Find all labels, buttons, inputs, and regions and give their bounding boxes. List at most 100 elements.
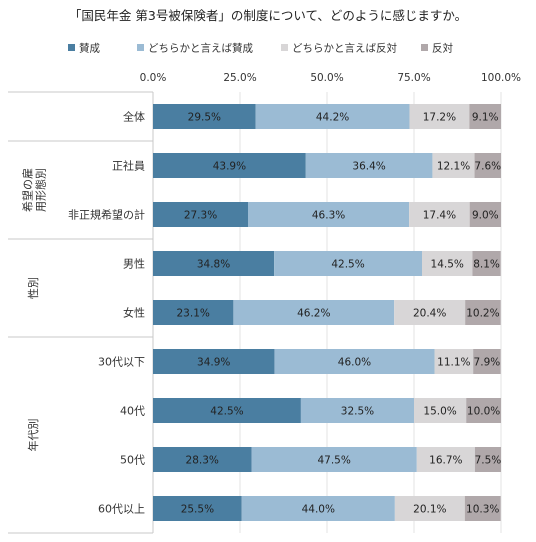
bar [305,153,433,178]
category-label: 50代 [120,454,145,467]
data-label: 15.0% [423,406,456,418]
data-label: 29.5% [188,112,221,124]
data-label: 43.9% [213,161,246,173]
category-label: 60代以上 [98,503,145,516]
group-label: 年代別 [26,419,40,452]
data-label: 46.3% [312,210,345,222]
data-label: 17.4% [423,210,456,222]
bar-segment: 23.1% [153,300,234,325]
x-tick-label: 50.0% [310,72,343,84]
bar-segment: 42.5% [153,398,301,423]
data-label: 20.4% [413,308,446,320]
data-label: 46.2% [297,308,330,320]
bar-segment: 36.4% [305,153,433,178]
bar [464,496,501,521]
bar [434,349,474,374]
bar [153,300,234,325]
x-tick-label: 75.0% [397,72,430,84]
legend-label: どちらかと言えば賛成 [148,42,253,55]
bar [153,202,249,227]
legend-item: 反対 [421,42,453,55]
legend-swatch [281,44,288,51]
bar [472,251,501,276]
bar [251,447,417,472]
legend-item: どちらかと言えば反対 [281,42,397,55]
bar [469,104,501,129]
group-label: 希望の雇用形態別 [21,168,48,212]
category-label: 30代以下 [98,356,145,369]
category-label: 全体 [123,110,145,124]
x-tick-label: 100.0% [481,72,521,84]
data-label: 10.0% [467,406,500,418]
bar-segment: 46.0% [274,349,435,374]
bar-segment: 10.2% [465,300,501,325]
data-label: 7.6% [474,161,501,173]
data-label: 11.1% [437,357,470,369]
data-label: 7.9% [474,357,501,369]
bar [469,202,501,227]
bar [474,447,501,472]
data-label: 23.1% [177,308,210,320]
bar-segment: 43.9% [153,153,306,178]
data-label: 17.2% [423,112,456,124]
data-label: 42.5% [210,406,243,418]
bar [274,349,435,374]
bar-segment: 46.3% [248,202,410,227]
bar-segment: 34.8% [153,251,275,276]
data-label: 10.2% [466,308,499,320]
bar-segment: 28.3% [153,447,252,472]
bar-segment: 10.0% [466,398,501,423]
legend-swatch [68,44,75,51]
bar [394,496,465,521]
bar-segment: 11.1% [434,349,474,374]
bar [153,496,242,521]
legend-swatch [137,44,144,51]
bar-segment: 10.3% [464,496,501,521]
bar-segment: 29.5% [153,104,256,129]
legend-swatch [421,44,428,51]
category-label: 正社員 [112,159,145,173]
bar-segment: 16.7% [416,447,475,472]
bar-segment: 20.4% [394,300,466,325]
data-label: 16.7% [429,455,462,467]
bar [255,104,410,129]
chart-title: 「国民年金 第3号被保険者」の制度について、どのように感じますか。 [69,8,467,23]
bar-segment: 46.2% [233,300,395,325]
legend-label: 賛成 [79,42,100,55]
bar-segment: 15.0% [414,398,467,423]
bar-segment: 42.5% [274,251,423,276]
bar-segment: 7.9% [473,349,501,374]
data-label: 32.5% [341,406,374,418]
bar [474,153,501,178]
category-label: 女性 [123,306,145,320]
bar-segment: 9.1% [469,104,501,129]
data-label: 34.8% [197,259,230,271]
bar [153,153,306,178]
legend-item: どちらかと言えば賛成 [137,42,253,55]
bar [432,153,475,178]
bar [394,300,466,325]
data-label: 10.3% [466,504,499,516]
bar-segment: 8.1% [472,251,501,276]
bar-segment: 7.5% [474,447,502,472]
bar-segment: 17.4% [409,202,470,227]
bar-segment: 14.5% [422,251,473,276]
category-label: 非正規希望の計 [68,208,145,222]
data-label: 7.5% [475,455,502,467]
bars: 29.5% 44.2% 17.2% 9.1% 43.9% 36.4% 12.1% 7.6% 27… [153,104,501,521]
group-label: 性別 [26,277,40,299]
x-tick-label: 0.0% [140,72,167,84]
data-label: 44.2% [316,112,349,124]
bar [409,202,470,227]
bar [233,300,395,325]
bar [248,202,410,227]
data-label: 27.3% [184,210,217,222]
legend-label: 反対 [432,42,453,55]
data-label: 12.1% [437,161,470,173]
data-label: 8.1% [473,259,500,271]
data-label: 25.5% [181,504,214,516]
bar-segment: 32.5% [300,398,414,423]
